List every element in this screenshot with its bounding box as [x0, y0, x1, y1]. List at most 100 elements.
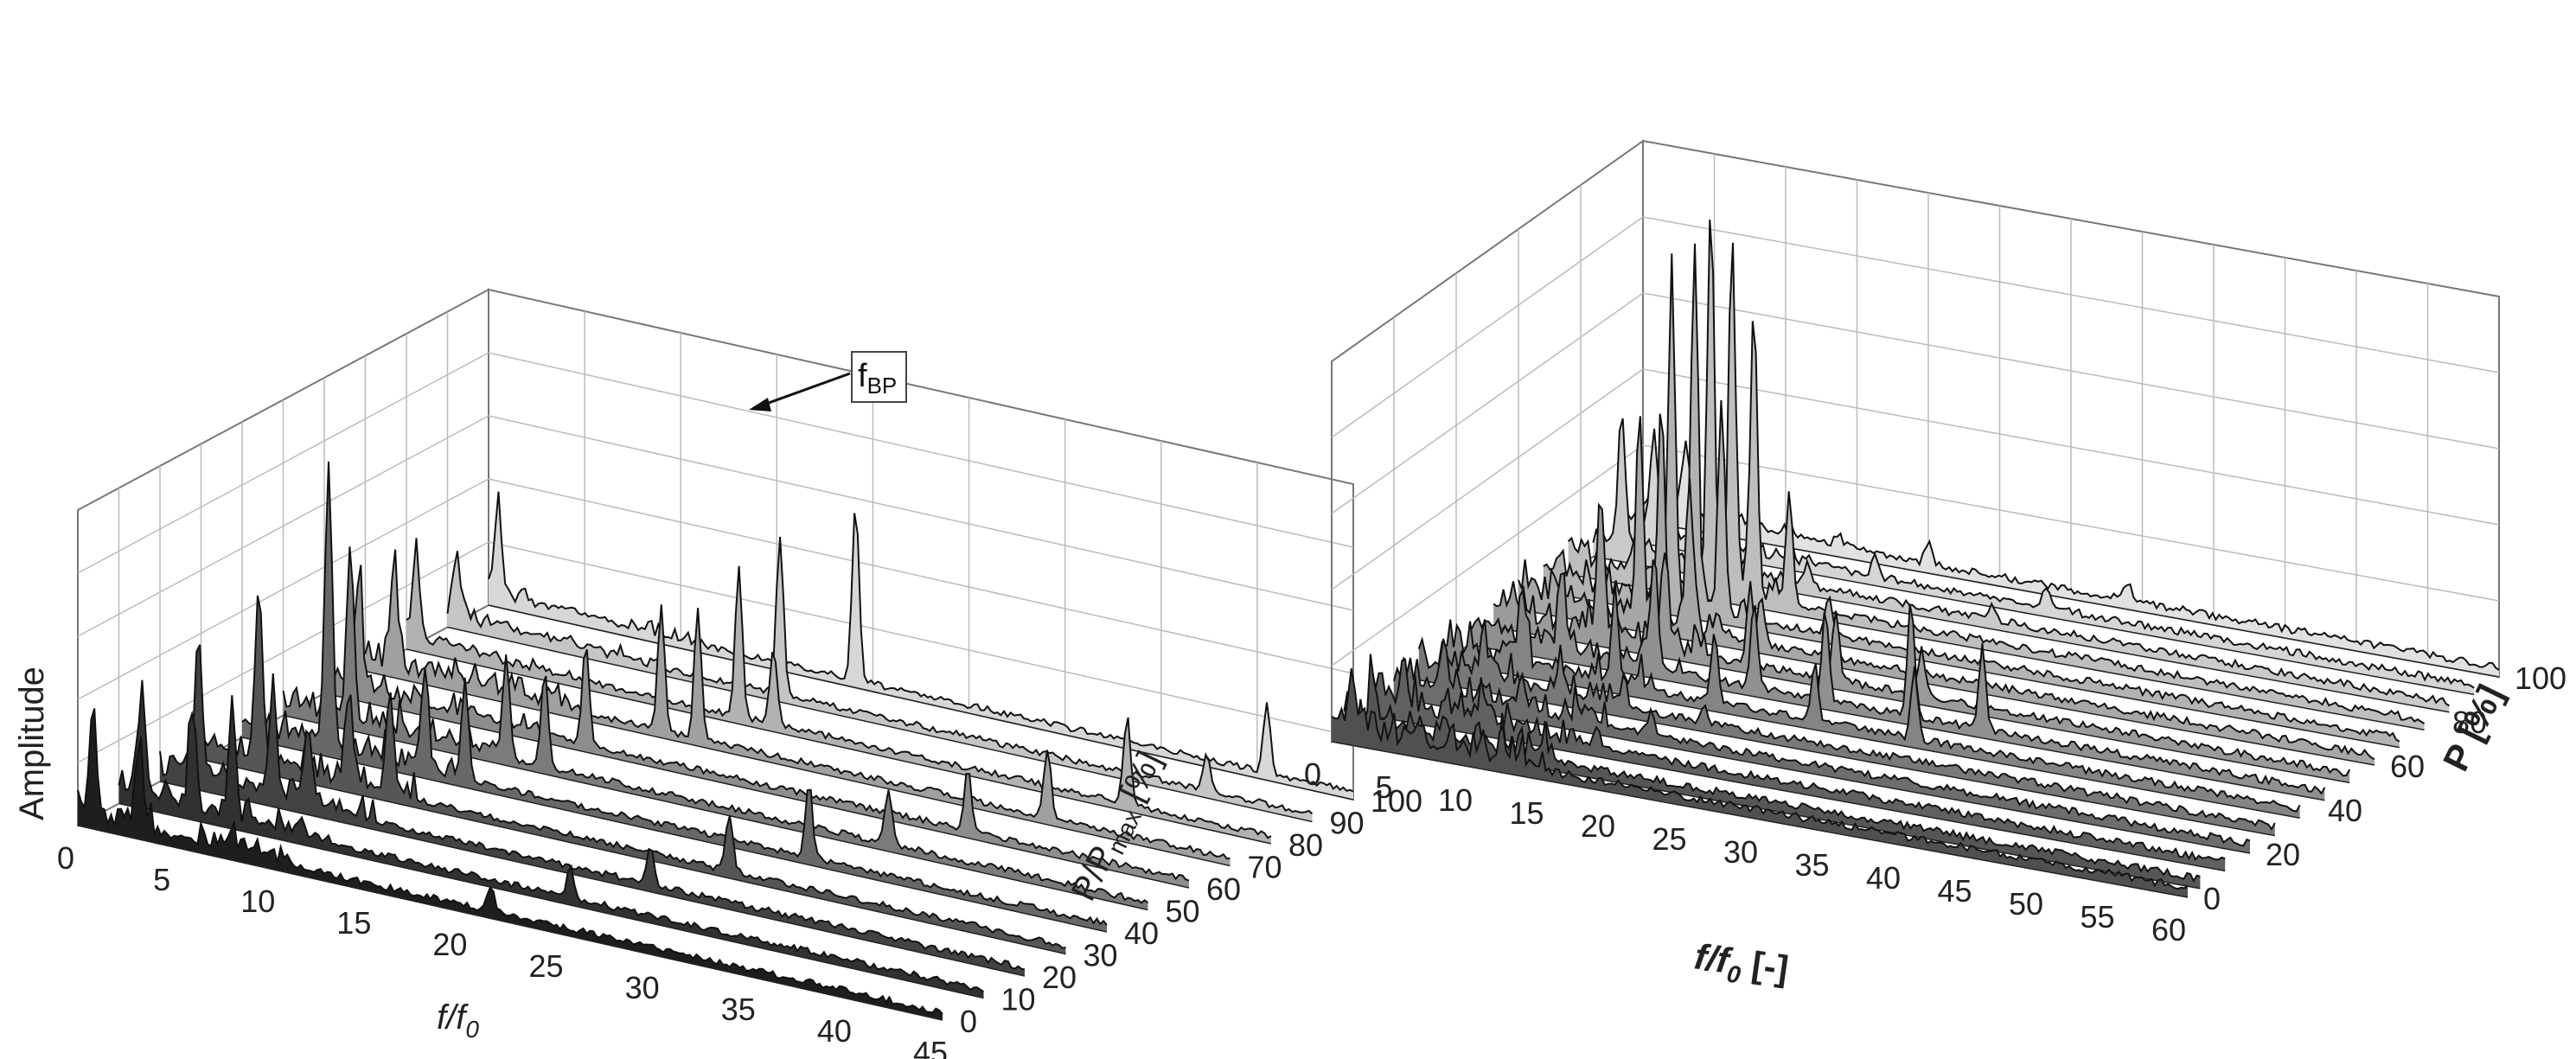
- grid-line-horizontal: [1331, 368, 1644, 590]
- series-fill-z-36: [1443, 581, 2300, 819]
- right-z-tick-labels: 0 20 40 60 80 100: [2203, 660, 2566, 916]
- series-line-z-10: [118, 679, 985, 993]
- left-series-group: [77, 461, 1354, 1021]
- series-baseline-z-28: [1418, 679, 2275, 837]
- x-tick-label: 20: [1581, 808, 1615, 844]
- x-tick-label: 15: [1509, 795, 1544, 831]
- fbp-annotation-arrow: [758, 372, 851, 408]
- series-line-z-0: [77, 708, 943, 1015]
- grid-line-horizontal: [1331, 444, 1644, 667]
- series-baseline-z-0: [77, 825, 943, 1021]
- series-fill-z-76: [1568, 220, 2425, 730]
- series-fill-z-20: [160, 644, 1025, 976]
- x-tick-label: 15: [336, 905, 371, 941]
- z-tick-label: 30: [1083, 938, 1118, 973]
- grid-line-horizontal: [488, 478, 1354, 674]
- z-tick-label: 40: [1124, 915, 1159, 951]
- series-baseline-z-52: [1493, 626, 2350, 784]
- grid-line-horizontal: [1642, 292, 2500, 450]
- series-baseline-z-36: [1443, 661, 2300, 819]
- x-tick-label: 50: [2009, 886, 2043, 922]
- x-tick-label: 45: [1937, 873, 1972, 909]
- grid-line-horizontal: [1642, 368, 2500, 526]
- series-baseline-z-0: [1331, 741, 2189, 898]
- fbp-annotation-arrowhead: [749, 398, 771, 411]
- series-line-z-60: [1518, 413, 2375, 761]
- series-line-z-52: [1493, 502, 2351, 777]
- series-baseline-z-90: [447, 626, 1313, 823]
- x-tick-label: 20: [432, 927, 467, 962]
- grid-line-horizontal: [488, 352, 1354, 548]
- series-baseline-z-20: [159, 781, 1026, 977]
- series-fill-z-100: [1643, 440, 2499, 677]
- series-baseline-z-30: [201, 758, 1066, 955]
- series-line-z-80: [406, 538, 1272, 839]
- x-tick-label: 55: [2080, 899, 2114, 935]
- left-grid: [77, 288, 1354, 827]
- series-fill-z-60: [324, 565, 1189, 888]
- x-tick-label: 10: [1438, 782, 1473, 818]
- series-line-z-36: [1443, 581, 2301, 813]
- series-fill-z-52: [1493, 505, 2350, 783]
- left-y-axis-label: Amplitude: [13, 667, 51, 820]
- x-tick-label: 5: [1375, 769, 1392, 805]
- z-tick-label: 90: [1330, 806, 1365, 841]
- series-line-z-70: [364, 549, 1230, 860]
- x-tick-label: 25: [1652, 821, 1686, 857]
- grid-line-horizontal: [1642, 216, 2500, 373]
- series-baseline-z-80: [406, 648, 1272, 845]
- right-x-tick-labels: 0 5 10 15 20 25 30 35 40 45 50 55 60: [1304, 756, 2186, 947]
- z-tick-label: 0: [960, 1004, 977, 1039]
- right-series-group: [1331, 219, 2500, 898]
- series-fill-z-20: [1394, 639, 2250, 853]
- x-tick-label: 35: [1794, 847, 1829, 883]
- series-baseline-z-100: [488, 604, 1354, 801]
- x-tick-label: 35: [721, 992, 756, 1027]
- z-tick-label: 40: [2328, 793, 2362, 828]
- z-tick-label: 60: [2390, 749, 2425, 784]
- series-line-z-90: [446, 536, 1314, 815]
- left-x-tick-labels: 0 5 10 15 20 25 30 35 40 45: [57, 840, 948, 1059]
- series-line-z-20: [1393, 638, 2251, 847]
- z-tick-label: 10: [1001, 982, 1036, 1018]
- right-x-axis-label: f/f0 [-]: [1691, 935, 1791, 995]
- series-line-z-4: [1343, 654, 2201, 883]
- grid-line-horizontal: [488, 415, 1354, 611]
- grid-line-horizontal: [488, 541, 1354, 737]
- z-tick-label: 60: [1206, 871, 1241, 907]
- grid-line-horizontal: [1331, 292, 1644, 514]
- right-waterfall-panel: 0 5 10 15 20 25 30 35 40 45 50 55 60 0 20 40 60 80 100 f/…: [1304, 139, 2566, 995]
- series-fill-z-40: [242, 461, 1107, 932]
- grid-line-horizontal: [1642, 444, 2500, 602]
- x-tick-label: 60: [2151, 912, 2186, 947]
- series-line-z-100: [488, 491, 1354, 793]
- right-grid: [1331, 139, 2500, 743]
- series-line-z-30: [200, 595, 1066, 949]
- x-tick-label: 45: [913, 1035, 948, 1059]
- fbp-annotation-label: fBP: [858, 358, 897, 399]
- left-x-axis-label: f/f0: [437, 998, 479, 1043]
- x-tick-label: 5: [153, 862, 170, 897]
- series-line-z-76: [1567, 219, 2426, 724]
- z-tick-label: 70: [1248, 850, 1282, 885]
- series-line-z-20: [159, 644, 1026, 971]
- x-tick-label: 30: [1723, 834, 1758, 870]
- series-fill-z-0: [1332, 668, 2188, 897]
- series-fill-z-70: [365, 549, 1230, 866]
- z-tick-label: 20: [1042, 960, 1077, 995]
- x-tick-label: 40: [1866, 860, 1901, 896]
- z-tick-label: 100: [2515, 660, 2566, 696]
- x-tick-label: 40: [817, 1013, 852, 1049]
- z-tick-label: 50: [1166, 894, 1200, 929]
- fbp-annotation-box: [851, 351, 907, 403]
- x-tick-label: 10: [240, 884, 275, 919]
- x-tick-label: 0: [57, 840, 74, 876]
- z-tick-label: 0: [2203, 881, 2221, 916]
- fbp-annotation: fBP: [749, 351, 907, 411]
- grid-line-horizontal: [1331, 216, 1644, 438]
- z-tick-label: 100: [1371, 783, 1422, 819]
- series-baseline-z-10: [118, 802, 984, 999]
- series-fill-z-60: [1518, 413, 2375, 765]
